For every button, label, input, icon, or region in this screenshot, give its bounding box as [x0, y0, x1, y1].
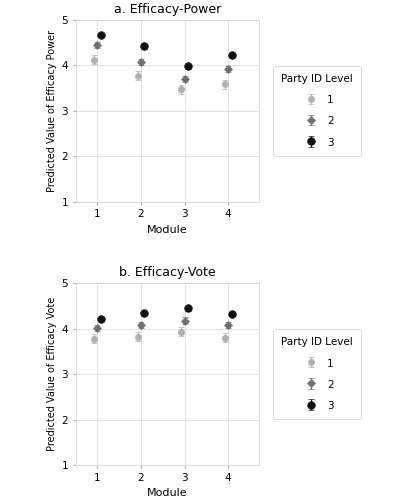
Legend: 1, 2, 3: 1, 2, 3 [273, 66, 361, 156]
X-axis label: Module: Module [147, 225, 187, 235]
X-axis label: Module: Module [147, 488, 187, 498]
Legend: 1, 2, 3: 1, 2, 3 [273, 329, 361, 420]
Y-axis label: Predicted Value of Efficacy Vote: Predicted Value of Efficacy Vote [47, 297, 57, 452]
Y-axis label: Predicted Value of Efficacy Power: Predicted Value of Efficacy Power [47, 30, 57, 192]
Title: b. Efficacy-Vote: b. Efficacy-Vote [119, 266, 215, 280]
Title: a. Efficacy-Power: a. Efficacy-Power [113, 3, 221, 16]
